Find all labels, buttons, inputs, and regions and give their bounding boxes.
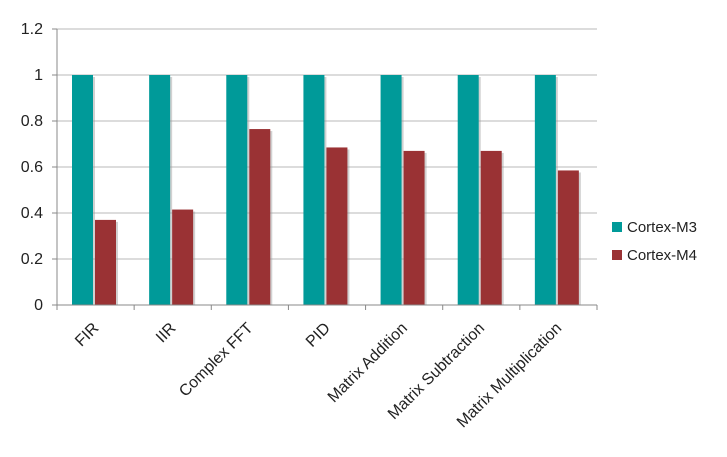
bar-cortex-m4 — [403, 150, 425, 305]
bar-cortex-m4 — [326, 147, 348, 305]
y-tick-label: 0.8 — [21, 113, 43, 130]
y-tick-label: 1.2 — [21, 21, 43, 38]
x-category-label: Matrix Addition — [325, 320, 411, 406]
bar-cortex-m3 — [149, 75, 171, 305]
y-axis-ticks: 0 0.2 0.4 0.6 0.8 1 1.2 — [21, 21, 43, 314]
bar-cortex-m3 — [226, 75, 248, 305]
x-category-label: FIR — [72, 320, 102, 350]
bar-cortex-m4 — [557, 170, 579, 305]
bar-cortex-m3 — [534, 75, 556, 305]
x-category-label: Complex FFT — [176, 320, 257, 401]
y-tick-label: 0.4 — [21, 205, 43, 222]
bar-cortex-m3 — [72, 75, 93, 305]
legend-label: Cortex-M3 — [627, 219, 697, 236]
legend-swatch — [612, 250, 622, 260]
legend: Cortex-M3 Cortex-M4 — [612, 219, 697, 264]
bar-cortex-m3 — [457, 75, 479, 305]
bar-cortex-m4 — [172, 209, 194, 305]
y-tick-label: 0 — [34, 297, 43, 314]
y-tick-label: 0.6 — [21, 159, 43, 176]
y-tick-label: 0.2 — [21, 251, 43, 268]
bar-cortex-m4 — [480, 150, 502, 305]
bar-cortex-m3 — [303, 75, 325, 305]
bars — [72, 75, 581, 305]
y-tick-label: 1 — [34, 67, 43, 84]
axes — [52, 28, 598, 310]
x-category-label: IIR — [153, 320, 179, 346]
x-category-label: PID — [303, 320, 334, 351]
bar-cortex-m4 — [249, 129, 271, 305]
bar-cortex-m3 — [380, 75, 402, 305]
bar-cortex-m4 — [95, 219, 116, 305]
legend-label: Cortex-M4 — [627, 247, 697, 264]
legend-swatch — [612, 222, 622, 232]
